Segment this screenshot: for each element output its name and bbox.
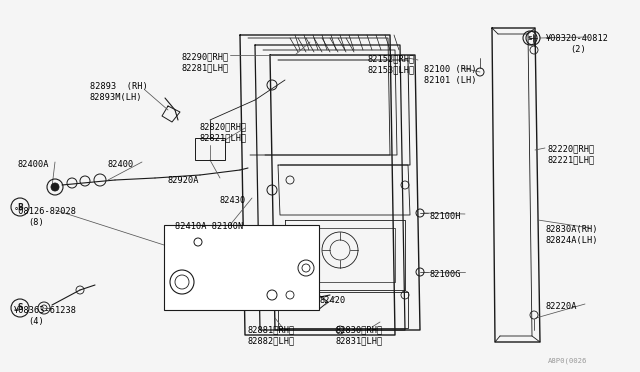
Text: 82281〈LH〉: 82281〈LH〉 — [182, 63, 229, 72]
Text: (4): (4) — [28, 317, 44, 326]
Text: 82893  (RH): 82893 (RH) — [90, 82, 148, 91]
Text: S: S — [17, 304, 22, 312]
Text: ¥08320-40812: ¥08320-40812 — [546, 34, 609, 43]
Bar — [195, 138, 225, 160]
Bar — [164, 225, 319, 310]
Text: 82824A(LH): 82824A(LH) — [546, 236, 598, 245]
Text: 82400: 82400 — [108, 160, 134, 169]
Text: 82830〈RH〉: 82830〈RH〉 — [336, 325, 383, 334]
Circle shape — [51, 183, 59, 191]
Text: 82410A 82100N: 82410A 82100N — [175, 222, 243, 231]
Text: 82152〈RH〉: 82152〈RH〉 — [368, 54, 415, 63]
Text: A8P0(0026: A8P0(0026 — [548, 358, 588, 365]
Text: 82820〈RH〉: 82820〈RH〉 — [200, 122, 247, 131]
Text: 82100H: 82100H — [430, 212, 461, 221]
Text: °08126-82028: °08126-82028 — [14, 207, 77, 216]
Text: 82831〈LH〉: 82831〈LH〉 — [336, 336, 383, 345]
Text: ¥08363-61238: ¥08363-61238 — [14, 306, 77, 315]
Text: 82920A: 82920A — [168, 176, 200, 185]
Text: (8): (8) — [28, 218, 44, 227]
Text: 82221〈LH〉: 82221〈LH〉 — [548, 155, 595, 164]
Text: 82100G: 82100G — [430, 270, 461, 279]
Text: 82881〈RH〉: 82881〈RH〉 — [248, 325, 295, 334]
Text: 82153〈LH〉: 82153〈LH〉 — [368, 65, 415, 74]
Text: 82220A: 82220A — [546, 302, 577, 311]
Text: 82420: 82420 — [320, 296, 346, 305]
Text: 82882〈LH〉: 82882〈LH〉 — [248, 336, 295, 345]
Text: 82893M(LH): 82893M(LH) — [90, 93, 143, 102]
Text: 82220〈RH〉: 82220〈RH〉 — [548, 144, 595, 153]
Text: 82101 (LH): 82101 (LH) — [424, 76, 477, 85]
Text: 82100 (RH): 82100 (RH) — [424, 65, 477, 74]
Text: 82430: 82430 — [220, 196, 246, 205]
Text: B: B — [17, 202, 23, 212]
Text: 82821〈LH〉: 82821〈LH〉 — [200, 133, 247, 142]
Text: 82290〈RH〉: 82290〈RH〉 — [182, 52, 229, 61]
Text: (2): (2) — [570, 45, 586, 54]
Text: S: S — [528, 35, 532, 41]
Text: 82830A(RH): 82830A(RH) — [546, 225, 598, 234]
Text: 82400A: 82400A — [18, 160, 49, 169]
